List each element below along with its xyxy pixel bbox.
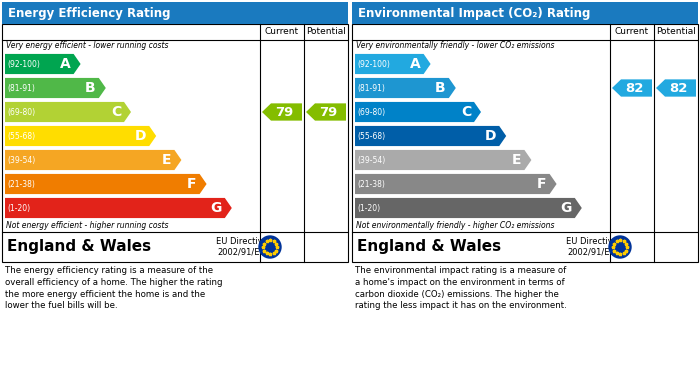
Polygon shape bbox=[355, 174, 556, 194]
Text: C: C bbox=[111, 105, 121, 119]
Polygon shape bbox=[656, 79, 696, 97]
Text: (92-100): (92-100) bbox=[7, 59, 40, 68]
Text: 79: 79 bbox=[319, 106, 337, 118]
Polygon shape bbox=[5, 174, 206, 194]
Text: D: D bbox=[484, 129, 496, 143]
Text: (92-100): (92-100) bbox=[357, 59, 390, 68]
Text: A: A bbox=[60, 57, 71, 71]
Polygon shape bbox=[355, 54, 430, 74]
Text: Energy Efficiency Rating: Energy Efficiency Rating bbox=[8, 7, 171, 20]
Polygon shape bbox=[355, 150, 531, 170]
Text: Potential: Potential bbox=[656, 27, 696, 36]
Text: (39-54): (39-54) bbox=[357, 156, 385, 165]
Text: Very environmentally friendly - lower CO₂ emissions: Very environmentally friendly - lower CO… bbox=[356, 41, 554, 50]
Circle shape bbox=[609, 236, 631, 258]
FancyBboxPatch shape bbox=[2, 2, 348, 24]
Text: (81-91): (81-91) bbox=[357, 84, 385, 93]
Text: (39-54): (39-54) bbox=[7, 156, 35, 165]
Text: F: F bbox=[537, 177, 547, 191]
Polygon shape bbox=[355, 78, 456, 98]
Polygon shape bbox=[262, 103, 302, 121]
Text: A: A bbox=[410, 57, 421, 71]
FancyBboxPatch shape bbox=[2, 24, 348, 262]
Text: 82: 82 bbox=[669, 81, 687, 95]
Circle shape bbox=[259, 236, 281, 258]
Polygon shape bbox=[5, 78, 106, 98]
Text: Not energy efficient - higher running costs: Not energy efficient - higher running co… bbox=[6, 221, 169, 231]
Polygon shape bbox=[612, 79, 652, 97]
Text: (55-68): (55-68) bbox=[357, 131, 385, 140]
Text: 79: 79 bbox=[275, 106, 293, 118]
FancyBboxPatch shape bbox=[352, 24, 698, 262]
Text: (21-38): (21-38) bbox=[357, 179, 385, 188]
Polygon shape bbox=[306, 103, 346, 121]
Text: (69-80): (69-80) bbox=[357, 108, 385, 117]
Text: (69-80): (69-80) bbox=[7, 108, 35, 117]
Text: Very energy efficient - lower running costs: Very energy efficient - lower running co… bbox=[6, 41, 169, 50]
Text: (1-20): (1-20) bbox=[357, 203, 380, 212]
Text: E: E bbox=[162, 153, 172, 167]
Text: EU Directive
2002/91/EC: EU Directive 2002/91/EC bbox=[216, 237, 268, 257]
Text: E: E bbox=[512, 153, 522, 167]
Polygon shape bbox=[5, 150, 181, 170]
Text: (21-38): (21-38) bbox=[7, 179, 35, 188]
Polygon shape bbox=[5, 198, 232, 218]
Text: England & Wales: England & Wales bbox=[7, 240, 151, 255]
Text: The environmental impact rating is a measure of
a home's impact on the environme: The environmental impact rating is a mea… bbox=[355, 266, 567, 310]
Text: F: F bbox=[187, 177, 197, 191]
Text: 82: 82 bbox=[625, 81, 643, 95]
Text: (55-68): (55-68) bbox=[7, 131, 35, 140]
Polygon shape bbox=[355, 198, 582, 218]
Text: D: D bbox=[134, 129, 146, 143]
Text: Potential: Potential bbox=[306, 27, 346, 36]
Polygon shape bbox=[5, 126, 156, 146]
Text: (1-20): (1-20) bbox=[7, 203, 30, 212]
Text: Environmental Impact (CO₂) Rating: Environmental Impact (CO₂) Rating bbox=[358, 7, 590, 20]
Text: EU Directive
2002/91/EC: EU Directive 2002/91/EC bbox=[566, 237, 618, 257]
Text: Current: Current bbox=[265, 27, 299, 36]
Text: C: C bbox=[461, 105, 471, 119]
Text: (81-91): (81-91) bbox=[7, 84, 35, 93]
FancyBboxPatch shape bbox=[352, 2, 698, 24]
Polygon shape bbox=[5, 54, 80, 74]
Text: G: G bbox=[211, 201, 222, 215]
Polygon shape bbox=[355, 126, 506, 146]
Text: B: B bbox=[85, 81, 96, 95]
Text: England & Wales: England & Wales bbox=[357, 240, 501, 255]
Text: Current: Current bbox=[615, 27, 649, 36]
Text: The energy efficiency rating is a measure of the
overall efficiency of a home. T: The energy efficiency rating is a measur… bbox=[5, 266, 223, 310]
Text: G: G bbox=[561, 201, 572, 215]
Text: Not environmentally friendly - higher CO₂ emissions: Not environmentally friendly - higher CO… bbox=[356, 221, 554, 231]
Polygon shape bbox=[5, 102, 131, 122]
Text: B: B bbox=[435, 81, 446, 95]
Polygon shape bbox=[355, 102, 481, 122]
